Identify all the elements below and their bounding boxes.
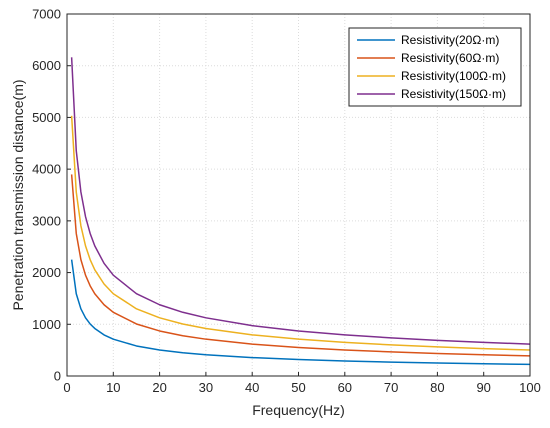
y-tick-label: 0 [54, 369, 61, 384]
legend-entry: Resistivity(20Ω·m) [401, 33, 499, 47]
x-tick-label: 40 [245, 380, 259, 395]
legend-box [348, 27, 522, 107]
x-axis-label: Frequency(Hz) [252, 402, 345, 418]
y-tick-label: 4000 [32, 162, 61, 177]
series-line-1 [70, 259, 531, 366]
y-tick-label: 6000 [32, 58, 61, 73]
x-tick-label: 80 [430, 380, 444, 395]
series-line-2 [70, 174, 531, 357]
x-tick-label: 50 [291, 380, 305, 395]
series-line-3 [70, 115, 531, 351]
x-tick-label: 20 [152, 380, 166, 395]
legend-entry: Resistivity(60Ω·m) [401, 51, 499, 65]
x-tick-label: 70 [384, 380, 398, 395]
legend-entry: Resistivity(150Ω·m) [401, 87, 506, 101]
x-axis-ticks: 0 10 20 30 40 50 60 70 80 90 100 [63, 372, 541, 395]
x-tick-label: 100 [519, 380, 541, 395]
y-tick-label: 3000 [32, 213, 61, 228]
x-tick-label: 10 [106, 380, 120, 395]
y-tick-label: 2000 [32, 265, 61, 280]
y-axis-ticks: 0 1000 2000 3000 4000 5000 6000 7000 [32, 7, 71, 384]
series-line-4 [70, 57, 531, 345]
x-tick-label: 60 [338, 380, 352, 395]
y-axis-label: Penetration transmission distance(m) [10, 79, 26, 310]
series-lines [70, 57, 531, 366]
x-tick-label: 30 [199, 380, 213, 395]
legend: Resistivity(20Ω·m) Resistivity(60Ω·m) Resi… [348, 27, 522, 107]
legend-entry: Resistivity(100Ω·m) [401, 69, 506, 83]
x-tick-label: 0 [63, 380, 70, 395]
y-tick-label: 7000 [32, 7, 61, 22]
y-tick-label: 1000 [32, 317, 61, 332]
y-tick-label: 5000 [32, 110, 61, 125]
x-tick-label: 90 [476, 380, 490, 395]
